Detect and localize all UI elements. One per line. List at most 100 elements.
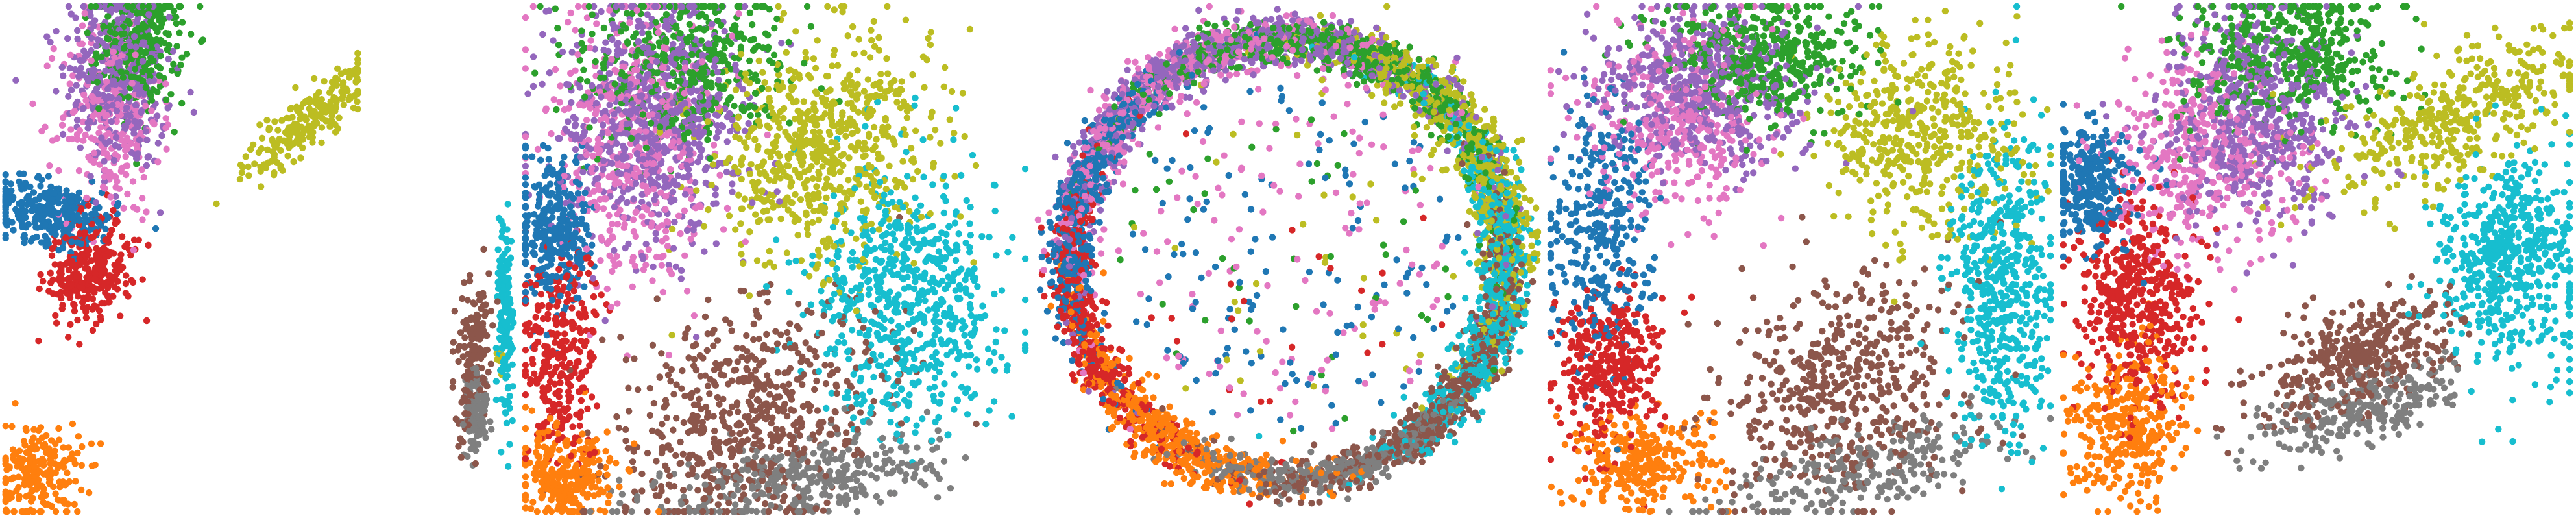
scatter-point-p2-c0 bbox=[509, 361, 516, 368]
scatter-point-p2-c1 bbox=[467, 341, 474, 349]
scatter-point-p2-c1 bbox=[478, 305, 485, 312]
scatter-point-p3-c1 bbox=[746, 57, 753, 65]
scatter-point-p1-c1 bbox=[188, 31, 195, 38]
scatter-point-p1-c3 bbox=[67, 198, 75, 205]
scatter-point-p3-c6 bbox=[576, 446, 583, 453]
scatter-point-p1-c0 bbox=[146, 78, 153, 85]
scatter-point-p3-c0 bbox=[638, 29, 646, 36]
scatter-point-p3-c5 bbox=[539, 384, 546, 391]
scatter-point-p3-c5 bbox=[532, 314, 539, 321]
scatter-point-p3-c2 bbox=[587, 37, 594, 44]
scatter-point-p3-c8 bbox=[809, 431, 816, 438]
scatter-point-p2-c2 bbox=[482, 434, 489, 441]
scatter-point-p1-c1 bbox=[93, 50, 100, 57]
scatter-point-p3-c0 bbox=[721, 27, 728, 35]
scatter-point-p2-c1 bbox=[458, 399, 465, 406]
scatter-point-p3-c3 bbox=[940, 83, 947, 90]
scatter-point-p1-c6 bbox=[19, 465, 26, 472]
scatter-point-p3-c0 bbox=[650, 263, 657, 271]
scatter-point-p3-c3 bbox=[732, 226, 739, 233]
scatter-point-p1-c4 bbox=[76, 341, 83, 348]
scatter-point-p1-c2 bbox=[80, 91, 88, 99]
scatter-point-p1-c4 bbox=[86, 269, 93, 276]
scatter-point-p1-c0 bbox=[154, 112, 161, 119]
scatter-point-p1-c4 bbox=[65, 334, 72, 341]
scatter-point-p3-c8 bbox=[732, 462, 740, 469]
scatter-point-p1-c1 bbox=[178, 54, 186, 61]
scatter-point-p3-c0 bbox=[727, 127, 734, 135]
scatter-point-p1-c4 bbox=[62, 234, 69, 241]
scatter-point-p1-c4 bbox=[97, 314, 104, 321]
scatter-point-p3-c8 bbox=[622, 426, 629, 433]
scatter-point-p3-c8 bbox=[689, 465, 696, 473]
scatter-point-p1-c3 bbox=[29, 234, 36, 242]
scatter-point-p2-c2 bbox=[459, 421, 467, 428]
scatter-point-p1-c5 bbox=[265, 125, 273, 132]
scatter-point-p1-c5 bbox=[273, 143, 280, 151]
scatter-point-p1-c4 bbox=[135, 236, 142, 243]
scatter-point-p1-c1 bbox=[162, 29, 169, 37]
scatter-point-p3-c1 bbox=[807, 23, 815, 30]
scatter-point-p1-c3 bbox=[62, 191, 70, 198]
scatter-point-p1-c4 bbox=[82, 260, 90, 267]
scatter-point-p3-c9 bbox=[678, 500, 685, 508]
scatter-point-p2-c1 bbox=[476, 353, 483, 360]
scatter-point-p1-c6 bbox=[52, 490, 59, 497]
scatter-point-p3-c8 bbox=[820, 507, 827, 514]
scatter-point-p3-c3 bbox=[700, 223, 708, 230]
scatter-point-p2-c1 bbox=[470, 301, 478, 308]
scatter-point-p3-c7 bbox=[930, 392, 937, 400]
scatter-point-p2-c1 bbox=[487, 360, 494, 367]
scatter-point-p3-c7 bbox=[853, 393, 860, 401]
scatter-point-p1-c4 bbox=[102, 236, 109, 243]
scatter-point-p2-c0 bbox=[510, 319, 517, 327]
scatter-point-p3-c1 bbox=[786, 119, 793, 127]
scatter-point-p1-c2 bbox=[107, 193, 114, 201]
scatter-point-p1-c2 bbox=[124, 145, 131, 153]
scatter-point-p3-c7 bbox=[914, 300, 921, 307]
scatter-point-p1-c5 bbox=[274, 127, 282, 134]
scatter-point-p3-c7 bbox=[958, 384, 966, 391]
scatter-point-p1-c0 bbox=[71, 66, 79, 73]
scatter-point-p3-c1 bbox=[706, 3, 713, 10]
scatter-point-p1-c5 bbox=[310, 75, 318, 82]
scatter-point-p3-c2 bbox=[556, 99, 563, 106]
scatter-point-p1-c6 bbox=[30, 463, 38, 470]
scatter-point-p3-c4 bbox=[537, 156, 544, 164]
scatter-point-p1-c2 bbox=[55, 167, 62, 175]
scatter-point-p1-c4 bbox=[127, 251, 134, 259]
scatter-point-p1-c6 bbox=[16, 447, 23, 454]
scatter-point-p1-c4 bbox=[104, 293, 112, 300]
scatter-point-p1-c4 bbox=[35, 338, 42, 345]
scatter-point-p3-c5 bbox=[586, 362, 593, 369]
scatter-point-p3-c6 bbox=[528, 407, 535, 414]
scatter-point-p1-c0 bbox=[87, 173, 94, 180]
scatter-point-p1-c6 bbox=[15, 484, 22, 491]
scatter-point-p1-c1 bbox=[162, 96, 170, 103]
scatter-point-p1-c3 bbox=[84, 217, 91, 224]
scatter-point-p2-c2 bbox=[470, 418, 478, 426]
scatter-point-p1-c5 bbox=[354, 105, 361, 113]
scatter-point-p3-c9 bbox=[962, 454, 969, 462]
scatter-point-p1-c2 bbox=[79, 22, 86, 29]
scatter-point-p1-c6 bbox=[61, 456, 68, 464]
scatter-point-p1-c0 bbox=[92, 199, 99, 206]
scatter-point-p1-c5 bbox=[309, 139, 316, 146]
scatter-point-p3-c8 bbox=[673, 381, 680, 388]
scatter-point-p3-c8 bbox=[768, 443, 775, 450]
scatter-point-p1-c0 bbox=[108, 118, 115, 125]
scatter-point-p1-c1 bbox=[178, 99, 186, 107]
scatter-point-p1-c2 bbox=[68, 135, 76, 143]
scatter-point-p3-c7 bbox=[887, 336, 894, 343]
scatter-point-p1-c2 bbox=[108, 172, 115, 179]
scatter-point-p2-c1 bbox=[457, 329, 465, 336]
scatter-point-p1-c6 bbox=[28, 487, 35, 495]
scatter-point-p2-c2 bbox=[476, 431, 483, 438]
scatter-point-p1-c0 bbox=[133, 18, 140, 26]
scatter-point-p3-c7 bbox=[931, 364, 938, 371]
scatter-point-p3-c2 bbox=[626, 19, 633, 27]
scatter-point-p1-c4 bbox=[139, 276, 146, 283]
scatter-point-p1-c5 bbox=[251, 160, 258, 167]
scatter-point-p3-c5 bbox=[553, 364, 560, 371]
scatter-point-p2-c1 bbox=[476, 296, 483, 304]
